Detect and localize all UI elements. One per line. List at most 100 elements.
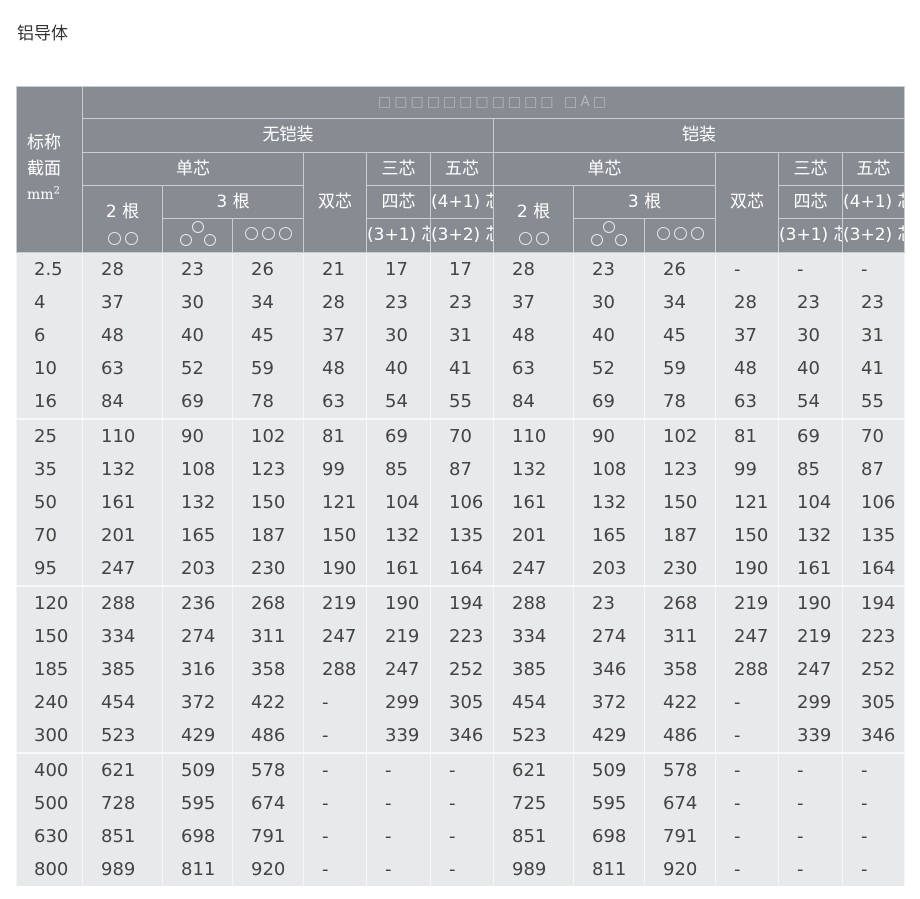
- header-armored-four-plus-one: (4+1) 芯: [841, 185, 906, 219]
- ampacity-cell: 59: [232, 351, 304, 385]
- ampacity-cell: 90: [573, 417, 645, 453]
- section-cell: 10: [16, 351, 83, 385]
- ampacity-cell: -: [715, 685, 779, 719]
- ampacity-cell: -: [715, 852, 779, 886]
- header-unarmored-three-plus-two: (3+2) 芯: [430, 218, 494, 253]
- section-cell: 25: [16, 417, 83, 453]
- ampacity-cell: 69: [162, 384, 233, 419]
- ampacity-cell: 23: [841, 285, 906, 319]
- ampacity-cell: 161: [778, 551, 843, 586]
- ampacity-cell: -: [303, 685, 367, 719]
- section-cell: 150: [16, 619, 83, 653]
- ampacity-cell: 37: [82, 285, 163, 319]
- ampacity-cell: 674: [644, 786, 716, 820]
- ampacity-cell: 23: [573, 584, 645, 620]
- ampacity-cell: 70: [430, 417, 494, 453]
- ampacity-cell: 30: [162, 285, 233, 319]
- ampacity-cell: 578: [232, 751, 304, 787]
- ampacity-cell: 110: [493, 417, 574, 453]
- ampacity-cell: 725: [493, 786, 574, 820]
- corner-line1: 标称: [27, 133, 61, 153]
- header-unarmored-five-core: 五芯: [430, 152, 494, 186]
- ampacity-cell: 102: [232, 417, 304, 453]
- ampacity-cell: 595: [162, 786, 233, 820]
- ampacity-cell: 429: [573, 718, 645, 753]
- ampacity-cell: 40: [162, 318, 233, 352]
- ampacity-cell: 121: [303, 485, 367, 519]
- ampacity-cell: 150: [303, 518, 367, 552]
- ampacity-cell: 132: [573, 485, 645, 519]
- ampacity-cell: -: [778, 786, 843, 820]
- ampacity-cell: -: [303, 852, 367, 886]
- ampacity-cell: 23: [162, 252, 233, 286]
- ampacity-cell: 791: [644, 819, 716, 853]
- ampacity-cell: 132: [366, 518, 431, 552]
- ampacity-cell: 523: [493, 718, 574, 753]
- unit-sup: 2: [53, 185, 60, 197]
- header-armored-single-core: 单芯: [493, 152, 716, 186]
- ampacity-cell: 454: [82, 685, 163, 719]
- table-row: 16 84 69 78 63 54 55 84 69 78 63 54 55: [16, 384, 906, 419]
- ampacity-cell: 194: [430, 584, 494, 620]
- ampacity-cell: 288: [82, 584, 163, 620]
- section-cell: 4: [16, 285, 83, 319]
- ampacity-cell: 372: [573, 685, 645, 719]
- ampacity-cell: 78: [644, 384, 716, 419]
- ampacity-cell: 252: [841, 652, 906, 686]
- two-cables-label: 2 根: [105, 202, 140, 222]
- table-row: 630 851 698 791- - -851 698 791- - -: [16, 819, 906, 853]
- ampacity-cell: 104: [778, 485, 843, 519]
- header-armored-three-plus-one: (3+1) 芯: [778, 218, 843, 253]
- header-armored: 铠装: [492, 118, 906, 153]
- ampacity-cell: 385: [493, 652, 574, 686]
- ampacity-cell: 164: [430, 551, 494, 586]
- ampacity-cell: 288: [715, 652, 779, 686]
- ampacity-cell: 219: [303, 584, 367, 620]
- ampacity-cell: 698: [573, 819, 645, 853]
- header-armored-five-core: 五芯: [841, 152, 906, 186]
- ampacity-cell: 63: [82, 351, 163, 385]
- ampacity-cell: 509: [162, 751, 233, 787]
- ampacity-cell: 106: [841, 485, 906, 519]
- unit-text: mm: [27, 187, 54, 203]
- section-cell: 6: [16, 318, 83, 352]
- header-unarmored: 无铠装: [82, 118, 494, 153]
- section-cell: 300: [16, 718, 83, 753]
- section-cell: 240: [16, 685, 83, 719]
- ampacity-cell: 305: [430, 685, 494, 719]
- ampacity-cell: 851: [82, 819, 163, 853]
- table-row: 4 37 30 34 28 23 23 37 30 34 28 23 23: [16, 285, 906, 319]
- ampacity-cell: 106: [430, 485, 494, 519]
- ampacity-cell: 247: [366, 652, 431, 686]
- ampacity-cell: 40: [366, 351, 431, 385]
- ampacity-cell: 247: [493, 551, 574, 586]
- ampacity-cell: -: [366, 852, 431, 886]
- ampacity-cell: 55: [430, 384, 494, 419]
- ampacity-cell: 23: [573, 252, 645, 286]
- ampacity-cell: 247: [778, 652, 843, 686]
- section-cell: 16: [16, 384, 83, 419]
- ampacity-cell: 102: [644, 417, 716, 453]
- ampacity-cell: 54: [778, 384, 843, 419]
- ampacity-cell: 219: [778, 619, 843, 653]
- ampacity-cell: -: [778, 751, 843, 787]
- ampacity-cell: 247: [303, 619, 367, 653]
- ampacity-cell: 52: [573, 351, 645, 385]
- header-unarmored-two-core: 双芯: [303, 152, 367, 253]
- ampacity-cell: 190: [778, 584, 843, 620]
- header-unarmored-four-core: 四芯: [366, 185, 431, 219]
- ampacity-cell: 509: [573, 751, 645, 787]
- ampacity-cell: -: [430, 786, 494, 820]
- ampacity-cell: -: [430, 819, 494, 853]
- ampacity-cell: 23: [430, 285, 494, 319]
- ampacity-cell: 161: [366, 551, 431, 586]
- table-row: 800 989 811 920- - -989 811 920- - -: [16, 852, 906, 886]
- ampacity-cell: 81: [303, 417, 367, 453]
- ampacity-cell: 132: [82, 452, 163, 486]
- ampacity-cell: 385: [82, 652, 163, 686]
- ampacity-cell: 164: [841, 551, 906, 586]
- ampacity-cell: 63: [715, 384, 779, 419]
- ampacity-cell: 28: [303, 285, 367, 319]
- ampacity-cell: 811: [573, 852, 645, 886]
- ampacity-cell: 28: [493, 252, 574, 286]
